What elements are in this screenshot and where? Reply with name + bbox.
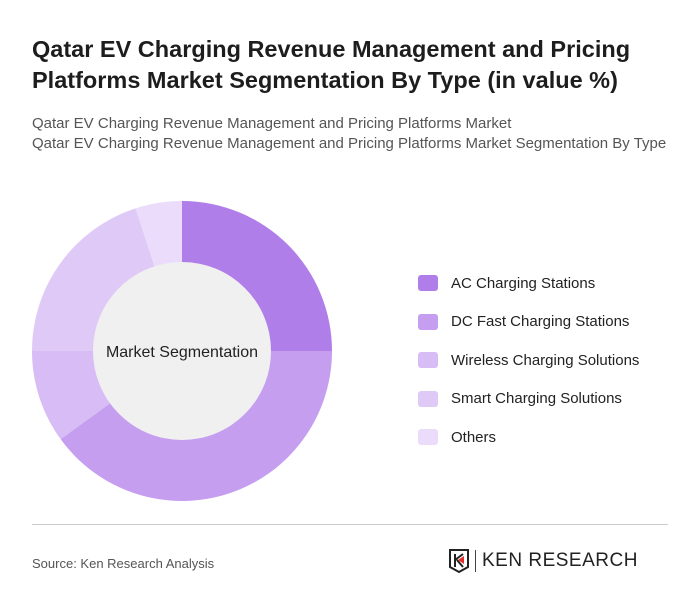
donut-slice-smart-charging-solutions	[32, 208, 155, 351]
legend-swatch	[418, 390, 438, 407]
legend-label: Wireless Charging Solutions	[451, 351, 640, 369]
legend-item: Others	[418, 418, 639, 457]
chart-title: Qatar EV Charging Revenue Management and…	[32, 36, 631, 93]
donut-center	[93, 262, 271, 440]
chart-subtitle: Qatar EV Charging Revenue Management and…	[32, 115, 512, 132]
source-note: Source: Ken Research Analysis	[32, 556, 215, 571]
legend-label: AC Charging Stations	[451, 274, 596, 292]
donut-slice-dc-fast-charging-stations	[60, 351, 332, 502]
center-label: Market Segmentation	[106, 344, 258, 361]
legend-swatch	[418, 429, 438, 446]
legend-item: AC Charging Stations	[418, 264, 639, 303]
chart-subtitle-2: Qatar EV Charging Revenue Management and…	[32, 135, 667, 152]
legend-swatch	[418, 352, 438, 369]
donut-chart: Market Segmentation	[32, 201, 332, 502]
legend-label: Smart Charging Solutions	[451, 390, 622, 408]
logo-text: KEN RESEARCH	[482, 550, 638, 571]
legend-item: Wireless Charging Solutions	[418, 341, 639, 380]
legend: AC Charging Stations DC Fast Charging Sta…	[418, 264, 639, 457]
legend-item: Smart Charging Solutions	[418, 380, 639, 419]
logo-icon	[449, 549, 469, 574]
legend-swatch	[418, 313, 438, 330]
donut-slice-others	[135, 201, 182, 268]
legend-item: DC Fast Charging Stations	[418, 303, 639, 342]
ken-research-logo: KEN RESEARCH	[448, 548, 638, 574]
legend-swatch	[418, 275, 438, 292]
donut-slice-wireless-charging-solutions	[32, 351, 111, 440]
legend-label: DC Fast Charging Stations	[451, 313, 630, 331]
divider	[32, 524, 668, 525]
legend-label: Others	[451, 428, 497, 446]
donut-slice-ac-charging-stations	[182, 201, 332, 351]
